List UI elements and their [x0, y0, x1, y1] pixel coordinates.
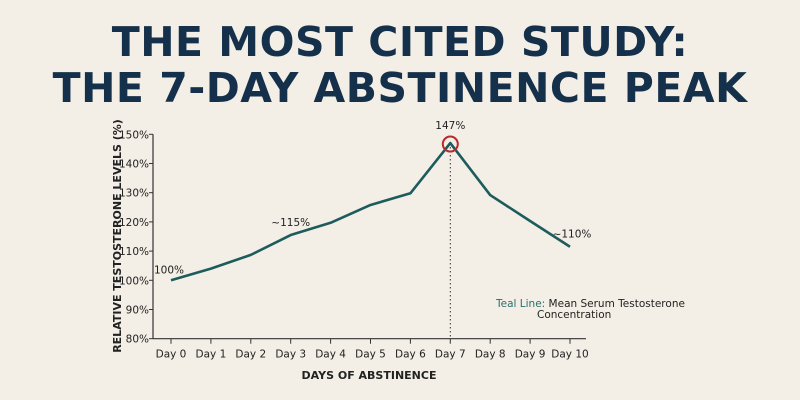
x-tick-label: Day 8	[475, 349, 506, 361]
y-tick-label: 130%	[119, 188, 149, 200]
title-line-1: THE MOST CITED STUDY:	[111, 18, 689, 66]
x-tick-label: Day 0	[156, 349, 187, 361]
legend-key: Teal Line:	[495, 298, 545, 310]
y-tick-label: 140%	[119, 159, 149, 171]
y-tick-label: 110%	[119, 246, 149, 258]
peak-highlight-circle	[441, 135, 459, 153]
x-tick-label: Day 2	[235, 349, 266, 361]
x-tick-label: Day 10	[551, 349, 588, 361]
y-tick-label: 150%	[119, 129, 149, 141]
data-label: 147%	[435, 120, 465, 132]
legend-text-2: Concentration	[537, 309, 611, 321]
x-tick-label: Day 3	[275, 349, 306, 361]
x-tick-label: Day 5	[355, 349, 386, 361]
series-line	[170, 141, 571, 282]
data-label: ~110%	[553, 229, 592, 241]
x-tick-label: Day 7	[435, 349, 466, 361]
x-axis-label: DAYS OF ABSTINENCE	[302, 369, 437, 382]
y-axis-label: RELATIVE TESTOSTERONE LEVELS (%)	[111, 119, 124, 353]
data-label: 100%	[154, 264, 184, 276]
x-tick-label: Day 4	[315, 349, 346, 361]
x-tick-label: Day 1	[196, 349, 227, 361]
data-label: ~115%	[271, 217, 310, 229]
x-tick-label: Day 9	[515, 349, 546, 361]
y-tick-label: 120%	[119, 217, 149, 229]
y-tick-label: 90%	[126, 305, 149, 317]
legend-text-1: Mean Serum Testosterone	[549, 298, 685, 310]
title-line-2: THE 7-DAY ABSTINENCE PEAK	[52, 64, 748, 112]
legend: Teal Line: Mean Serum Testosterone	[495, 298, 685, 310]
y-tick-label: 80%	[126, 334, 149, 346]
y-tick-label: 100%	[119, 275, 149, 287]
x-tick-label: Day 6	[395, 349, 426, 361]
